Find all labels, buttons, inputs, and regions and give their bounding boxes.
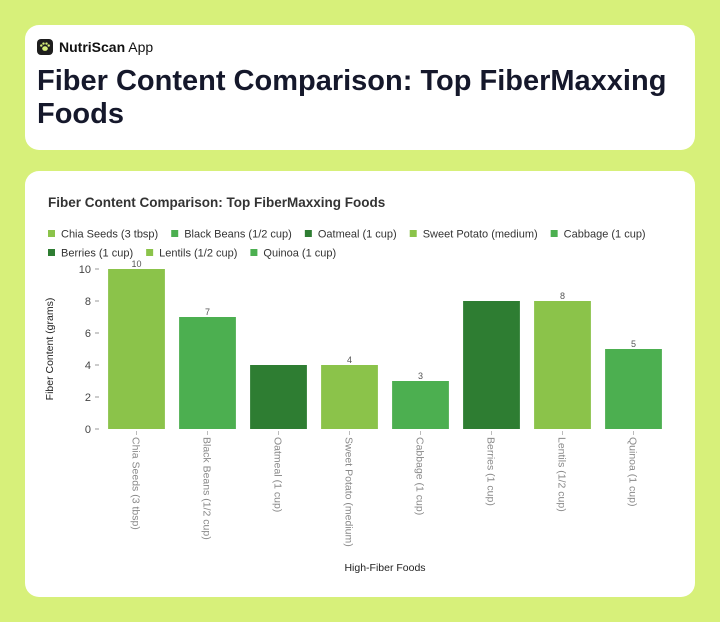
legend-label-2: Black Beans (1/2 cup) [184, 229, 292, 241]
bar-value-label-5: 3 [418, 371, 423, 381]
x-axis-label: High-Fiber Foods [344, 562, 425, 574]
y-tick-label-2: 2 [85, 392, 91, 404]
legend-swatch-5 [550, 230, 558, 237]
legend-swatch-7 [146, 249, 154, 256]
x-tick-label-7: Lentils (1/2 cup) [556, 437, 568, 512]
bar-value-label-1: 10 [131, 259, 141, 269]
brand[interactable]: NutriScan App [37, 37, 683, 57]
legend-swatch-1 [48, 230, 55, 237]
x-tick-label-3: Oatmeal (1 cup) [272, 437, 284, 512]
y-tick-label-10: 10 [79, 264, 91, 276]
legend-swatch-3 [304, 230, 312, 237]
x-tick-label-8: Quinoa (1 cup) [627, 437, 639, 506]
legend-label-3: Oatmeal (1 cup) [318, 229, 397, 241]
bar-4 [321, 365, 378, 429]
legend-swatch-2 [171, 230, 179, 237]
bar-6 [463, 301, 520, 429]
legend-label-1: Chia Seeds (3 tbsp) [61, 229, 158, 241]
header-card: NutriScan App Fiber Content Comparison: … [25, 25, 695, 150]
bar-2 [179, 317, 236, 429]
chart-card: Fiber Content Comparison: Top FiberMaxxi… [25, 171, 695, 597]
x-tick-label-1: Chia Seeds (3 tbsp) [130, 437, 142, 530]
y-axis-label: Fiber Content (grams) [44, 298, 56, 401]
y-tick-label-0: 0 [85, 424, 91, 436]
bar-8 [605, 349, 662, 429]
x-tick-label-2: Black Beans (1/2 cup) [201, 437, 213, 540]
legend-label-5: Cabbage (1 cup) [564, 229, 646, 241]
fiber-bar-chart: Fiber Content Comparison: Top FiberMaxxi… [44, 195, 662, 574]
chart-title: Fiber Content Comparison: Top FiberMaxxi… [48, 195, 385, 210]
bar-5 [392, 381, 449, 429]
bar-value-label-7: 8 [560, 291, 565, 301]
legend-swatch-8 [250, 249, 258, 256]
x-tick-label-6: Berries (1 cup) [485, 437, 497, 506]
legend-swatch-4 [409, 230, 417, 237]
bar-7 [534, 301, 591, 429]
y-tick-label-6: 6 [85, 328, 91, 340]
x-tick-label-5: Cabbage (1 cup) [414, 437, 426, 515]
legend-label-6: Berries (1 cup) [61, 248, 133, 260]
paw-icon [37, 39, 53, 55]
x-tick-label-4: Sweet Potato (medium) [343, 437, 355, 547]
legend-swatch-6 [48, 249, 55, 256]
legend-label-8: Quinoa (1 cup) [263, 248, 336, 260]
bar-3 [250, 365, 307, 429]
bar-1 [108, 269, 165, 429]
bar-value-label-4: 4 [347, 355, 352, 365]
y-tick-label-8: 8 [85, 296, 91, 308]
page-title: Fiber Content Comparison: Top FiberMaxxi… [37, 65, 667, 130]
legend-label-4: Sweet Potato (medium) [423, 229, 538, 241]
y-tick-label-4: 4 [85, 360, 91, 372]
brand-name: NutriScan App [59, 39, 153, 55]
legend-label-7: Lentils (1/2 cup) [159, 248, 237, 260]
brand-name-bold: NutriScan [59, 39, 126, 55]
bar-value-label-8: 5 [631, 339, 636, 349]
bar-value-label-2: 7 [205, 307, 210, 317]
brand-name-rest: App [125, 39, 154, 55]
